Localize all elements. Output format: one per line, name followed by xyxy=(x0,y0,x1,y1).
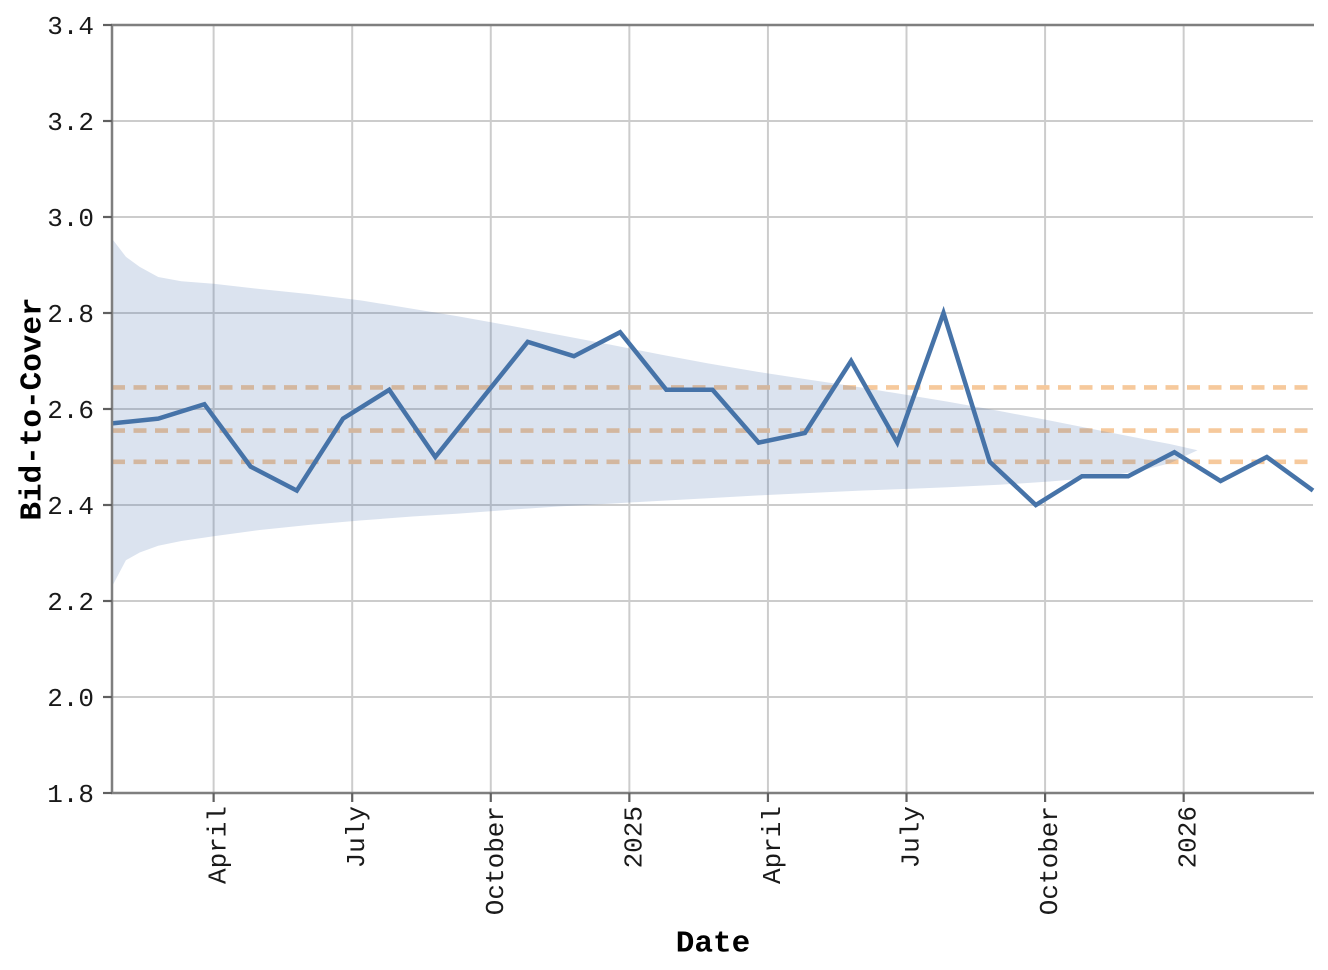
y-axis-title: Bid-to-Cover xyxy=(15,297,51,521)
y-axis: 1.8 2.0 2.2 2.4 2.6 2.8 3.0 3.2 3.4 xyxy=(47,12,112,810)
y-tick-label: 3.0 xyxy=(47,204,94,234)
x-tick-label: 2026 xyxy=(1174,806,1204,868)
x-tick-label: April xyxy=(758,806,788,884)
x-axis-title: Date xyxy=(675,926,751,962)
x-axis: April July October 2025 April July October 2026 xyxy=(204,793,1204,915)
x-tick-label: 2025 xyxy=(619,806,649,868)
y-tick-label: 2.0 xyxy=(47,684,94,714)
x-tick-label: July xyxy=(342,806,372,868)
series-line-bid-to-cover xyxy=(111,305,1315,508)
y-tick-label: 2.2 xyxy=(47,588,94,618)
grid-lines xyxy=(112,25,1313,793)
uncertainty-band xyxy=(112,238,1198,587)
y-tick-label: 2.8 xyxy=(47,300,94,330)
y-tick-label: 1.8 xyxy=(47,780,94,810)
y-tick-label: 2.6 xyxy=(47,396,94,426)
y-tick-label: 2.4 xyxy=(47,492,94,522)
x-tick-label: October xyxy=(481,806,511,915)
x-tick-label: July xyxy=(897,806,927,868)
y-tick-label: 3.2 xyxy=(47,108,94,138)
x-tick-label: April xyxy=(204,806,234,884)
x-tick-label: October xyxy=(1035,806,1065,915)
y-tick-label: 3.4 xyxy=(47,12,94,42)
